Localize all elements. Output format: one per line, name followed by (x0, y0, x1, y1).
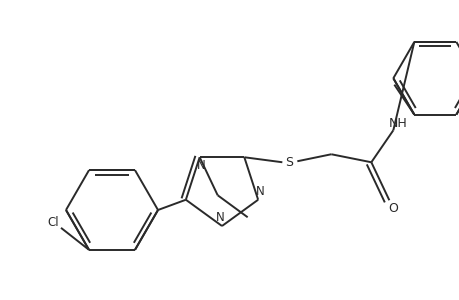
Text: S: S (285, 156, 293, 169)
Text: Cl: Cl (47, 216, 59, 229)
Text: NH: NH (388, 117, 407, 130)
Text: N: N (197, 159, 206, 172)
Text: N: N (215, 212, 224, 224)
Text: N: N (255, 185, 264, 198)
Text: O: O (387, 202, 397, 215)
